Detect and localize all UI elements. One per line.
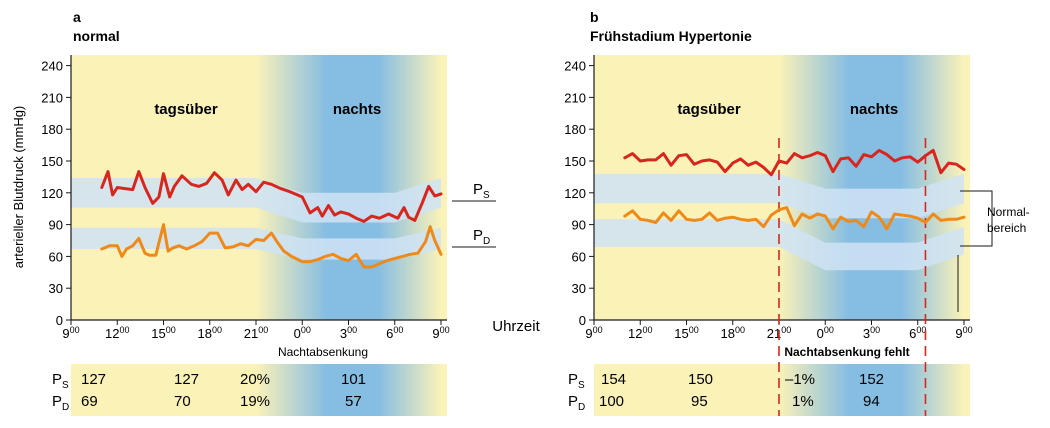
panel-a-table-title: Nachtabsenkung xyxy=(278,345,368,359)
y-tick-label: 240 xyxy=(41,59,63,74)
panel-b-table-title: Nachtabsenkung fehlt xyxy=(784,345,909,359)
x-tick-label: 1500 xyxy=(151,325,175,341)
panel-a-table-row-pd: PD 69 70 19% 57 xyxy=(52,393,362,413)
series-line-pd xyxy=(623,206,966,231)
panel-b-table-row-pd: PD 100 95 1% 94 xyxy=(568,393,880,413)
night-value: 101 xyxy=(341,371,366,388)
y-axis-title: arterieller Blutdruck (mmHg) xyxy=(11,106,26,269)
normal-range-bracket xyxy=(960,190,993,247)
y-tick-label: 30 xyxy=(572,281,586,296)
percent-value: 19% xyxy=(240,393,270,410)
day1-value: 154 xyxy=(601,371,626,388)
panel-a-x-axis: 900 1200 1500 1800 2100 000 300 600 900 xyxy=(62,320,450,341)
x-tick-label: 2100 xyxy=(767,325,791,341)
y-tick-label: 0 xyxy=(56,313,63,328)
panel-a-bands xyxy=(71,178,441,260)
x-tick-label: 900 xyxy=(955,325,972,341)
y-tick-label: 120 xyxy=(41,186,63,201)
series-line-ps xyxy=(623,148,966,177)
day1-value: 69 xyxy=(81,393,98,410)
panel-a-title: normal xyxy=(73,28,120,44)
normal-range-label-2: bereich xyxy=(987,221,1026,235)
y-tick-label: 150 xyxy=(564,154,586,169)
series-line-pd xyxy=(100,223,443,269)
panel-a-night-label: nachts xyxy=(333,101,381,118)
y-tick-label: 60 xyxy=(572,249,586,264)
x-tick-label: 1500 xyxy=(674,325,698,341)
panel-b: b Frühstadium Hypertonie 0 30 60 90 120 150 18… xyxy=(564,9,1030,416)
x-tick-label: 900 xyxy=(432,325,449,341)
panel-b-x-axis: 900 1200 1500 1800 2100 000 300 600 900 xyxy=(585,320,973,341)
night-value: 57 xyxy=(345,393,362,410)
panel-a-y-axis: 0 30 60 90 120 150 180 210 240 xyxy=(41,59,71,328)
x-tick-label: 300 xyxy=(340,325,357,341)
panel-a-day-label: tagsüber xyxy=(154,101,218,118)
panel-b-title: Frühstadium Hypertonie xyxy=(590,28,752,44)
x-tick-label: 300 xyxy=(863,325,880,341)
percent-value: 1% xyxy=(792,393,814,410)
panel-b-series xyxy=(623,148,966,231)
panel-b-markers xyxy=(778,138,927,416)
panel-b-table-row-ps: PS 154 150 –1% 152 xyxy=(568,371,884,391)
x-tick-label: 900 xyxy=(585,325,602,341)
x-tick-label: 600 xyxy=(386,325,403,341)
x-tick-label: 1800 xyxy=(721,325,745,341)
row-label: PD xyxy=(52,393,69,413)
y-tick-label: 180 xyxy=(564,122,586,137)
y-tick-label: 210 xyxy=(41,90,63,105)
y-tick-label: 240 xyxy=(564,59,586,74)
panel-a-table-row-ps: PS 127 127 20% 101 xyxy=(52,371,366,391)
ps-series-label: PS xyxy=(473,181,490,201)
y-tick-label: 30 xyxy=(49,281,63,296)
x-tick-label: 1200 xyxy=(628,325,652,341)
percent-value: 20% xyxy=(240,371,270,388)
x-tick-label: 000 xyxy=(817,325,834,341)
x-tick-label: 900 xyxy=(62,325,79,341)
y-tick-label: 210 xyxy=(564,90,586,105)
x-tick-label: 000 xyxy=(294,325,311,341)
x-tick-label: 600 xyxy=(909,325,926,341)
y-tick-label: 180 xyxy=(41,122,63,137)
panel-a: a normal 0 30 60 90 120 150 180 210 240 900 1200 1… xyxy=(41,9,496,416)
pd-series-label: PD xyxy=(473,227,490,247)
day1-value: 100 xyxy=(599,393,624,410)
percent-value: –1% xyxy=(785,371,815,388)
row-label: PS xyxy=(568,371,585,391)
x-tick-label: 1800 xyxy=(198,325,222,341)
normal-band-ps xyxy=(71,178,441,223)
day2-value: 150 xyxy=(688,371,713,388)
panel-a-series xyxy=(100,170,443,269)
y-tick-label: 0 xyxy=(579,313,586,328)
y-tick-label: 90 xyxy=(49,218,63,233)
night-value: 94 xyxy=(863,393,880,410)
x-tick-label: 2100 xyxy=(244,325,268,341)
x-axis-title: Uhrzeit xyxy=(492,318,540,335)
normal-band-pd xyxy=(71,227,441,260)
day2-value: 127 xyxy=(174,371,199,388)
y-tick-label: 60 xyxy=(49,249,63,264)
day1-value: 127 xyxy=(81,371,106,388)
day2-value: 95 xyxy=(691,393,708,410)
panel-a-letter: a xyxy=(73,9,81,25)
panel-a-table-background xyxy=(71,364,447,416)
night-value: 152 xyxy=(859,371,884,388)
panel-b-night-label: nachts xyxy=(850,101,898,118)
day2-value: 70 xyxy=(174,393,191,410)
row-label: PS xyxy=(52,371,69,391)
row-label: PD xyxy=(568,393,585,413)
y-tick-label: 90 xyxy=(572,218,586,233)
series-line-ps xyxy=(100,170,443,223)
x-tick-label: 1200 xyxy=(105,325,129,341)
y-tick-label: 150 xyxy=(41,154,63,169)
panel-b-day-label: tagsüber xyxy=(677,101,741,118)
panel-b-table-background xyxy=(594,364,970,416)
panel-b-y-axis: 0 30 60 90 120 150 180 210 240 xyxy=(564,59,594,328)
y-tick-label: 120 xyxy=(564,186,586,201)
normal-band-pd xyxy=(594,219,964,271)
panel-b-letter: b xyxy=(590,9,599,25)
normal-range-label-1: Normal- xyxy=(987,205,1030,219)
